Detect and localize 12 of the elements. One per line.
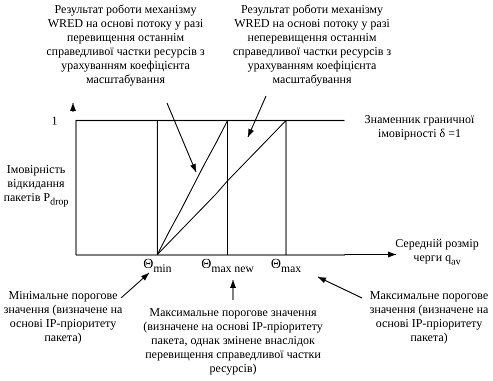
y-axis-title: Імовірність відкидання пакетів P$_{drop}$ [2, 162, 70, 210]
x-tick-label: Θ$_{min}$ [142, 256, 172, 276]
ref-line-label: 1 [52, 114, 58, 128]
x-axis-title: Середній розмір черги q$_{av}$ [394, 236, 480, 270]
text: Знаменник граничної імовірності δ =1 [364, 112, 476, 140]
text: Мінімальне порогове значення (визначене на основі IP-пріоритету пакета) [2, 288, 124, 344]
text: Результат роботи механізму WRED на основі потоку у разі перевищення останнім справедливої частки ресурсів з урахуванням коефіцієнта масштабування [45, 2, 206, 86]
text: Результат роботи механізму WRED на основі потоку у разі неперевищення останнім справедливої частки ресурсів з урахуванням коефіцієнта масштабування [232, 2, 392, 86]
x-tick-label: Θ$_{max new}$ [200, 256, 255, 276]
x-tick-label: Θ$_{max}$ [270, 256, 302, 274]
text: Максимальне порогове значення (визначене на основі IP-пріоритету пакета, однак змінене внаслідок перевищення справедливої частки ресурсів) [142, 305, 324, 375]
text: Максимальне порогове значення (визначене на основі IP-пріоритету пакета) [368, 288, 490, 344]
